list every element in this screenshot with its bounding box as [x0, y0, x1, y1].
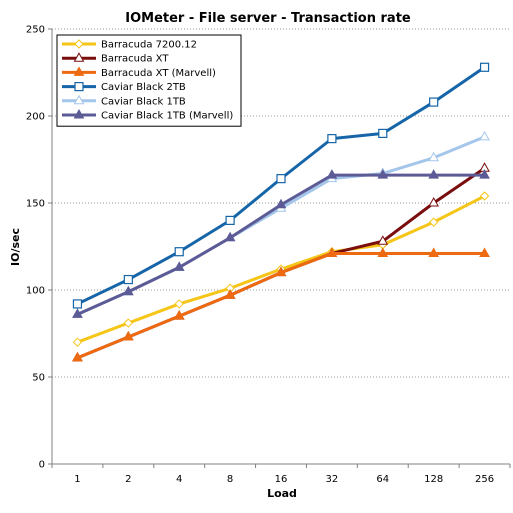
y-axis-title: IO/sec — [9, 228, 22, 266]
y-tick-label: 200 — [26, 112, 45, 123]
x-tick-label: 32 — [326, 474, 339, 485]
data-point — [377, 235, 389, 245]
series-5 — [72, 169, 490, 318]
series-2 — [72, 247, 490, 362]
data-point — [428, 151, 440, 162]
data-point — [429, 97, 439, 107]
data-point — [479, 62, 490, 72]
data-point — [428, 169, 440, 179]
legend-entry: Barracuda 7200.12 — [62, 39, 197, 51]
series-3 — [72, 62, 490, 309]
series-line — [75, 166, 487, 360]
legend-label: Caviar Black 2TB — [101, 82, 186, 93]
legend-label: Caviar Black 1TB (Marvell) — [101, 111, 233, 122]
data-point — [174, 299, 184, 309]
data-point — [428, 247, 440, 257]
data-point — [479, 247, 490, 257]
data-point — [326, 169, 338, 179]
legend: Barracuda 7200.12 Barracuda XT Barracuda X… — [56, 34, 242, 127]
data-point — [326, 247, 338, 257]
x-tick-label: 4 — [176, 474, 182, 485]
data-point — [123, 274, 133, 285]
data-point — [276, 174, 286, 184]
chart-title: IOMeter - File server - Transaction rate — [125, 11, 411, 26]
data-point — [378, 128, 388, 138]
data-point — [479, 191, 490, 201]
data-point — [479, 169, 490, 179]
legend-entry: Caviar Black 1TB (Marvell) — [62, 108, 233, 122]
legend-marker — [74, 81, 84, 92]
data-point — [275, 266, 287, 277]
data-point — [327, 134, 337, 144]
x-tick-label: 16 — [275, 474, 288, 485]
data-point — [428, 196, 440, 207]
y-tick-label: 150 — [26, 199, 45, 210]
legend-entry: Barracuda XT (Marvell) — [62, 66, 216, 79]
data-point — [479, 130, 490, 141]
y-tick-label: 50 — [32, 373, 45, 384]
data-point — [225, 215, 235, 225]
y-tick-label: 0 — [39, 460, 45, 471]
data-point — [377, 247, 389, 257]
series-1 — [72, 162, 490, 362]
data-point — [224, 289, 236, 299]
data-point — [275, 198, 287, 209]
y-tick-label: 250 — [26, 25, 45, 36]
data-point — [72, 299, 83, 309]
x-tick-label: 256 — [475, 474, 494, 485]
data-point — [173, 261, 185, 271]
data-point — [72, 351, 83, 362]
legend-marker — [73, 108, 85, 119]
axes — [48, 28, 511, 468]
x-axis-title: Load — [267, 487, 297, 500]
legend-entry: Caviar Black 1TB — [62, 94, 186, 107]
y-tick-labels: 0 50 100 150 200 250 — [26, 25, 45, 471]
series-lines — [72, 62, 490, 362]
x-tick-labels: 1 2 4 8 16 32 64 128 256 — [74, 474, 494, 485]
data-point — [72, 337, 83, 347]
legend-box — [56, 34, 242, 127]
legend-marker — [74, 39, 84, 49]
x-tick-label: 2 — [125, 474, 131, 485]
data-point — [122, 330, 134, 341]
y-tick-label: 100 — [26, 286, 45, 297]
legend-marker — [73, 66, 85, 76]
data-point — [428, 217, 439, 227]
x-tick-label: 1 — [74, 474, 80, 485]
data-point — [174, 247, 184, 257]
data-point — [72, 308, 83, 318]
data-point — [123, 318, 134, 328]
legend-label: Barracuda 7200.12 — [101, 40, 197, 51]
legend-marker — [73, 94, 85, 105]
legend-label: Barracuda XT — [101, 54, 169, 65]
legend-marker — [73, 52, 85, 62]
x-tick-label: 64 — [376, 474, 389, 485]
x-tick-label: 128 — [424, 474, 443, 485]
data-point — [122, 285, 134, 296]
legend-entry: Caviar Black 2TB — [62, 81, 186, 93]
legend-label: Caviar Black 1TB — [101, 96, 186, 107]
legend-entry: Barracuda XT — [62, 52, 169, 65]
legend-label: Barracuda XT (Marvell) — [101, 68, 216, 79]
x-tick-label: 8 — [227, 474, 233, 485]
data-point — [173, 310, 185, 320]
data-point — [377, 169, 389, 179]
data-point — [224, 231, 236, 242]
series-line — [75, 173, 487, 316]
